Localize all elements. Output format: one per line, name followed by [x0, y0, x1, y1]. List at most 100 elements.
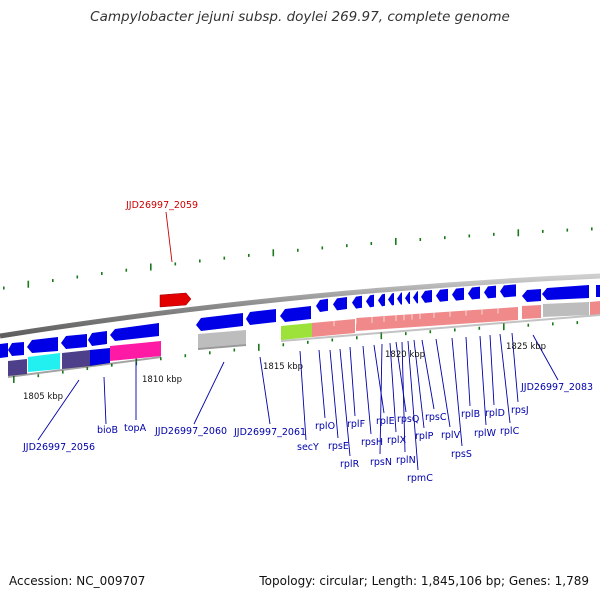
label-connectors — [37, 211, 559, 471]
gene-cds[interactable] — [27, 337, 58, 353]
feature-pseudo — [198, 330, 246, 348]
tick-mark — [209, 351, 211, 355]
tick-mark — [478, 326, 481, 330]
label-connector — [299, 350, 307, 441]
feature-blue — [90, 348, 110, 366]
tick-mark — [419, 237, 422, 241]
gene-label-rpse[interactable]: rpsE — [328, 441, 349, 452]
gene-label-rplw[interactable]: rplW — [474, 428, 497, 439]
gene-label-rplr[interactable]: rplR — [340, 459, 360, 470]
outer-tick-track — [3, 227, 593, 290]
gene-label-rpln[interactable]: rplN — [396, 455, 416, 466]
gene-ribosomal-protein[interactable] — [366, 294, 374, 308]
feature-magenta — [110, 341, 161, 361]
gene-label-rpsh[interactable]: rpsH — [361, 437, 383, 448]
gene-labels: JJD26997_2059 JJD26997_2056 bioB topA JJ… — [22, 200, 593, 484]
label-connector — [165, 211, 173, 263]
gene-label-jjd26997-2061[interactable]: JJD26997_2061 — [233, 427, 306, 438]
gene-jjd26997-2059[interactable] — [159, 292, 192, 308]
gene-ribosomal-protein[interactable] — [468, 286, 480, 300]
gene-label-rpsc[interactable]: rpsC — [425, 412, 447, 423]
gene-label-rple[interactable]: rplE — [376, 416, 395, 427]
accession-text: Accession: NC_009707 — [9, 574, 146, 588]
gene-ribosomal-protein[interactable] — [452, 287, 464, 301]
gene-ribosomal-protein[interactable] — [388, 293, 394, 306]
feature-ribosomal — [356, 307, 518, 331]
tick-mark — [405, 332, 407, 336]
gene-label-rplo[interactable]: rplO — [315, 421, 335, 432]
tick-mark — [52, 279, 54, 283]
gene-ribosomal-protein[interactable] — [316, 298, 328, 312]
gene-label-rpld[interactable]: rplD — [485, 408, 505, 419]
tick-mark — [321, 246, 324, 250]
label-connector — [103, 376, 107, 425]
gene-label-rplf[interactable]: rplF — [347, 419, 365, 430]
tick-mark — [297, 248, 299, 252]
gene-cds[interactable] — [61, 334, 87, 349]
gene-ribosomal-protein[interactable] — [397, 292, 402, 305]
gene-label-topa[interactable]: topA — [124, 423, 147, 434]
scale-label: 1805 kbp — [23, 392, 63, 402]
gene-label-rpsq[interactable]: rpsQ — [397, 414, 419, 425]
genome-backbone — [0, 273, 600, 339]
gene-label-rplx[interactable]: rplX — [387, 435, 407, 446]
feature-blocks — [8, 300, 600, 378]
gene-ribosomal-protein[interactable] — [405, 291, 410, 305]
label-connector — [37, 379, 80, 441]
gene-label-jjd26997-2083[interactable]: JJD26997_2083 — [520, 382, 593, 393]
gene-ribosomal-protein[interactable] — [436, 288, 448, 302]
gene-jjd26997-2061[interactable] — [280, 306, 311, 322]
gene-label-rpss[interactable]: rpsS — [451, 449, 472, 460]
tick-mark — [3, 286, 5, 290]
gene-cds[interactable] — [110, 323, 159, 341]
gene-ribosomal-protein[interactable] — [352, 295, 362, 309]
gene-ribosomal-protein[interactable] — [333, 297, 347, 311]
gene-cds[interactable] — [88, 331, 107, 346]
gene-jjd26997-2060[interactable] — [196, 313, 243, 331]
gene-label-rpmc[interactable]: rpmC — [407, 473, 433, 484]
tick-mark — [331, 338, 334, 342]
gene-label-rplp[interactable]: rplP — [415, 431, 434, 442]
label-connector — [395, 341, 407, 413]
tick-mark — [503, 323, 505, 331]
gene-ribosomal-protein[interactable] — [413, 291, 418, 304]
feature-slate — [62, 350, 90, 369]
gene-ribosomal-protein[interactable] — [421, 290, 432, 303]
label-connector — [511, 332, 519, 403]
gene-cds[interactable] — [542, 285, 589, 300]
gene-cds[interactable] — [596, 285, 600, 297]
gene-label-biob[interactable]: bioB — [97, 425, 118, 436]
gene-label-rplv[interactable]: rplV — [441, 430, 461, 441]
tick-mark — [282, 343, 285, 347]
gene-ribosomal-protein[interactable] — [484, 285, 496, 299]
tick-mark — [248, 253, 250, 257]
ribosomal-operon-arrows — [316, 284, 516, 312]
gene-label-jjd26997-2060[interactable]: JJD26997_2060 — [154, 426, 227, 437]
gene-cds[interactable] — [8, 342, 24, 356]
gene-label-secy[interactable]: secY — [297, 442, 319, 453]
feature-pseudo — [543, 302, 589, 317]
gene-label-rpsn[interactable]: rpsN — [370, 457, 392, 468]
label-connector — [451, 337, 463, 447]
tick-mark — [380, 332, 383, 340]
label-connector — [373, 344, 385, 414]
gene-cds[interactable] — [246, 309, 276, 325]
map-title: Campylobacter jejuni subsp. doylei 269.9… — [90, 9, 510, 25]
label-connector — [413, 339, 425, 429]
gene-cds[interactable] — [522, 289, 541, 302]
tick-mark — [86, 367, 89, 371]
tick-mark — [258, 343, 260, 351]
label-connector — [349, 346, 356, 417]
gene-label-rpsj[interactable]: rpsJ — [511, 405, 529, 416]
gene-ribosomal-protein[interactable] — [500, 284, 516, 298]
label-connector — [329, 349, 339, 439]
tick-mark — [552, 322, 554, 326]
gene-label-jjd26997-2059[interactable]: JJD26997_2059 — [125, 200, 198, 211]
gene-label-rplc[interactable]: rplC — [500, 426, 520, 437]
gene-label-rplb[interactable]: rplB — [461, 409, 480, 420]
tick-mark — [184, 354, 187, 358]
gene-label-jjd26997-2056[interactable]: JJD26997_2056 — [22, 442, 95, 453]
gene-ribosomal-protein[interactable] — [378, 293, 385, 307]
tick-mark — [233, 348, 236, 352]
gene-cds[interactable] — [0, 343, 8, 358]
